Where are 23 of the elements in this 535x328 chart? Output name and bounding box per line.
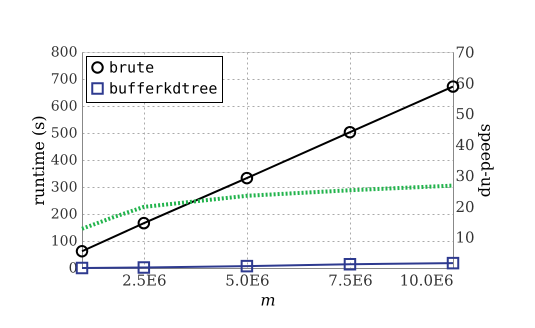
y2-tick-label: 10 bbox=[456, 228, 475, 247]
y-axis-title: runtime (s) bbox=[28, 115, 48, 206]
legend-label: brute bbox=[109, 58, 154, 76]
y2-tick-label: 70 bbox=[456, 44, 475, 62]
y2-tick-label: 30 bbox=[456, 166, 475, 185]
y-tick-label: 100 bbox=[50, 234, 78, 250]
y2-tick-label: 50 bbox=[456, 105, 475, 124]
y-tick-label: 500 bbox=[50, 126, 78, 142]
y-tick-label: 300 bbox=[50, 180, 78, 196]
y-tick-label: 600 bbox=[50, 98, 78, 114]
y2-tick-label: 20 bbox=[456, 198, 475, 216]
y-tick-label: 800 bbox=[50, 44, 78, 60]
y-tick-label: 700 bbox=[50, 72, 78, 88]
x-tick-label: 10.0E6 bbox=[400, 272, 454, 290]
x-axis-title: m bbox=[260, 290, 276, 310]
y-tick-label: 200 bbox=[50, 206, 78, 222]
x-tick-label: 7.5E6 bbox=[328, 272, 373, 290]
y2-tick-label: 40 bbox=[456, 136, 475, 154]
legend-label: bufferkdtree bbox=[109, 80, 218, 98]
x-tick-label: 5.0E6 bbox=[225, 272, 270, 290]
y-tick-label: 400 bbox=[50, 152, 78, 168]
y2-axis-title: speed-up bbox=[478, 124, 497, 198]
x-tick-label: 2.5E6 bbox=[122, 272, 167, 290]
